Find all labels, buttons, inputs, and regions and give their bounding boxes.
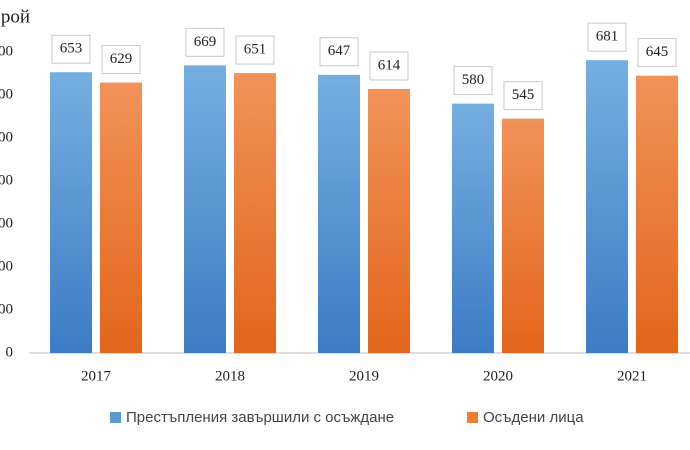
data-label-box [587, 22, 627, 52]
data-label: 645 [646, 44, 669, 60]
x-tick-label: 2019 [349, 368, 379, 384]
data-label-box [453, 66, 493, 96]
y-tick-label: 700 [0, 43, 13, 59]
y-tick-label: 600 [0, 86, 13, 102]
x-tick-label: 2020 [483, 368, 513, 384]
data-label-box [369, 51, 409, 81]
x-tick-label: 2017 [81, 368, 112, 384]
y-tick-label: 200 [0, 258, 13, 274]
y-tick-label: 100 [0, 301, 13, 317]
data-label: 629 [110, 51, 133, 67]
data-label: 647 [328, 43, 351, 59]
data-label: 681 [596, 29, 619, 45]
data-label: 580 [462, 72, 485, 88]
data-label-box [637, 38, 677, 68]
y-tick-label: 500 [0, 129, 13, 145]
legend-swatch [110, 412, 121, 423]
y-tick-label: 400 [0, 172, 13, 188]
bar [184, 65, 226, 353]
bar [452, 103, 494, 353]
y-tick-label: 300 [0, 215, 13, 231]
data-label-box [503, 81, 543, 111]
bar [502, 118, 544, 354]
legend-swatch [467, 412, 478, 423]
data-label: 614 [378, 57, 401, 73]
x-tick-label: 2018 [215, 368, 245, 384]
bar [50, 72, 92, 354]
y-axis-title: Брой [0, 6, 30, 27]
bar [368, 88, 410, 353]
legend-label: Престъпления завършили с осъждане [126, 409, 394, 426]
bar [100, 82, 142, 353]
data-label: 545 [512, 87, 535, 103]
data-label-box [319, 37, 359, 67]
data-label-box [101, 45, 141, 75]
bar [586, 60, 628, 354]
legend-label: Осъдени лица [483, 409, 584, 426]
y-tick-label: 0 [6, 344, 14, 360]
data-label-box [235, 35, 275, 65]
x-tick-label: 2021 [617, 368, 647, 384]
bar [318, 74, 360, 353]
data-label-box [185, 27, 225, 57]
data-label: 653 [60, 41, 83, 57]
data-label: 651 [244, 42, 267, 58]
data-label: 669 [194, 34, 217, 50]
bar [636, 75, 678, 354]
bar [234, 73, 276, 353]
data-label-box [51, 34, 91, 64]
